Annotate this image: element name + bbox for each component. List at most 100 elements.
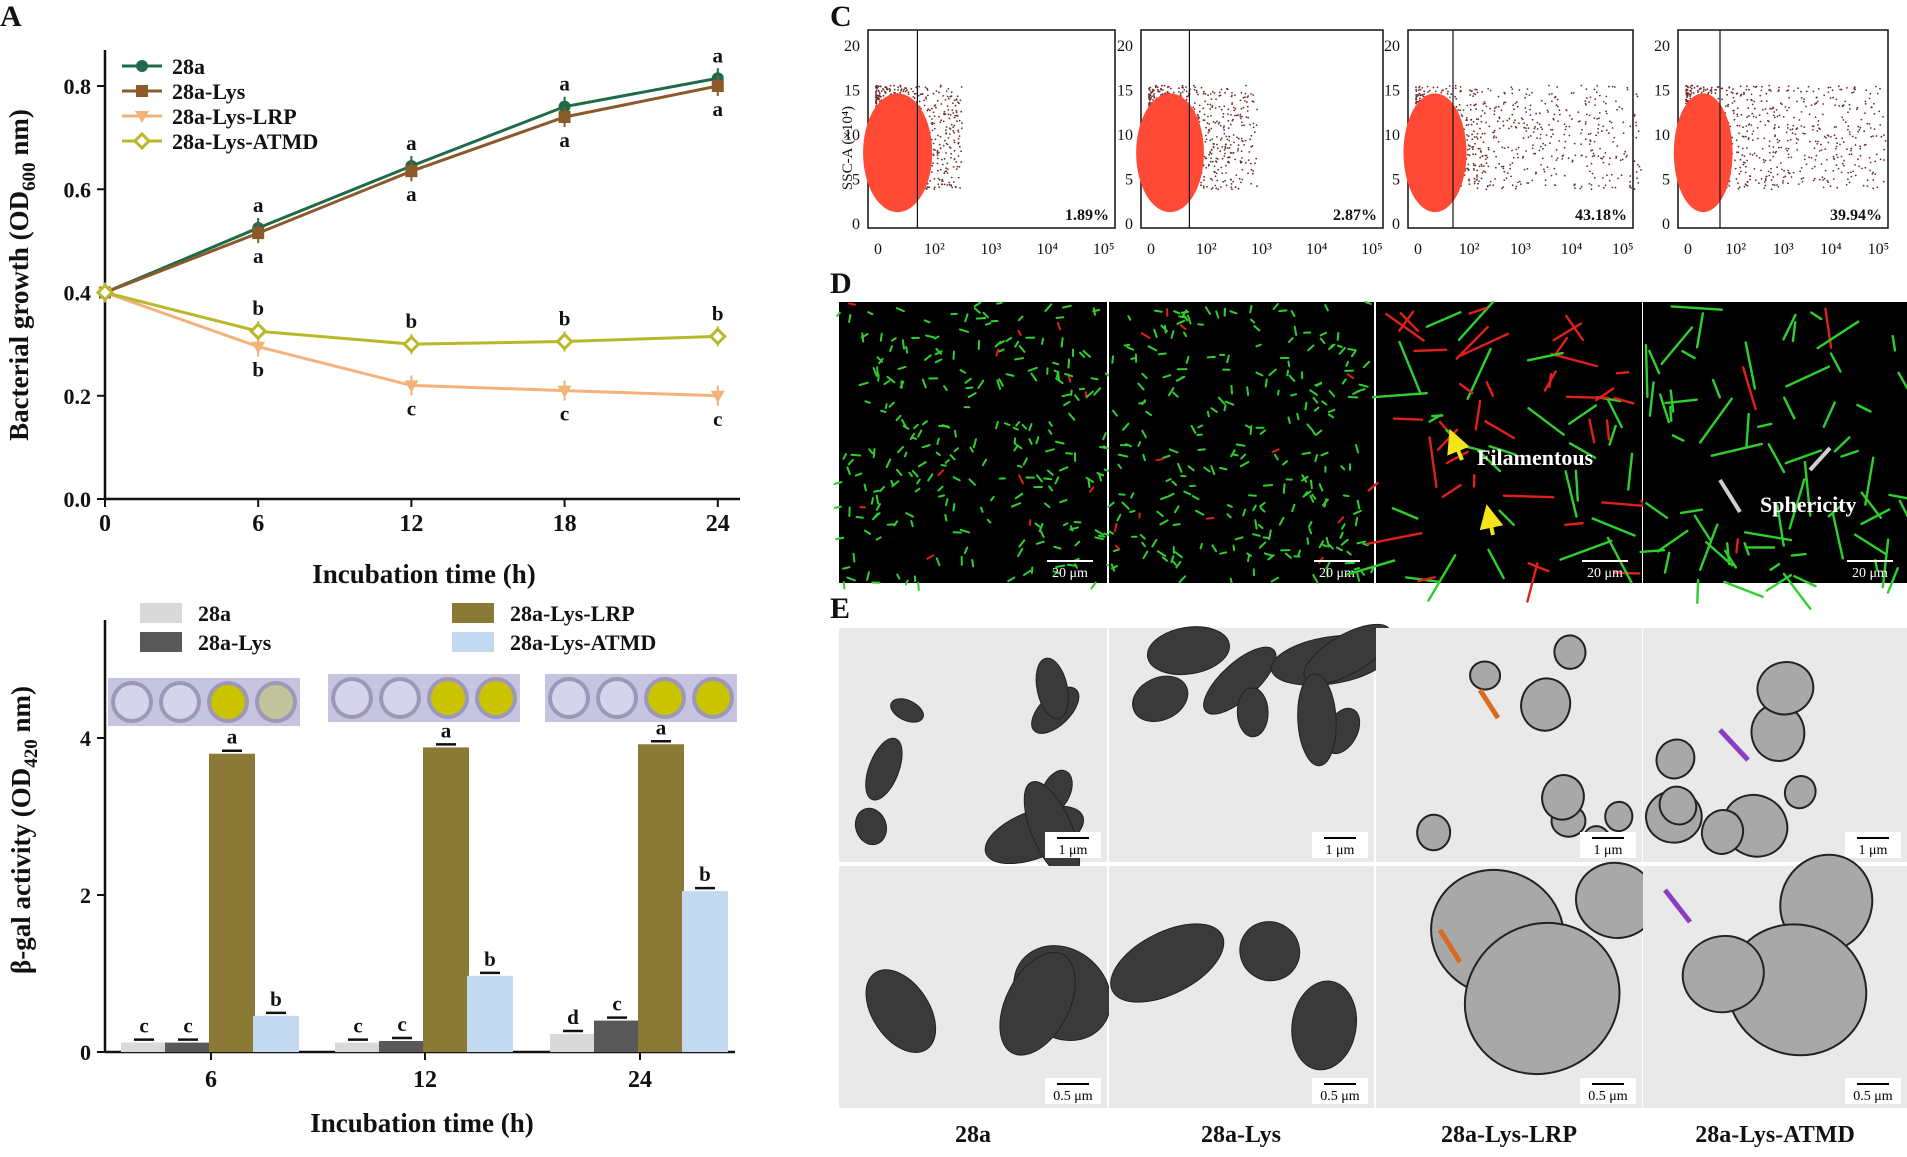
well: [259, 685, 293, 719]
flow-dot: [1787, 140, 1789, 142]
flow-dot: [1480, 164, 1482, 166]
legend-label: 28a-Lys-ATMD: [510, 630, 656, 655]
cell-mark: [1307, 538, 1308, 544]
flow-dot: [1574, 183, 1576, 185]
flow-dot: [1239, 178, 1241, 180]
flow-dot: [1843, 104, 1845, 106]
flow-dot: [1594, 117, 1596, 119]
flow-dot: [1231, 102, 1233, 104]
flow-dot: [1476, 118, 1478, 120]
flow-dot: [1571, 92, 1573, 94]
flow-dot: [1207, 104, 1209, 106]
flow-dot: [1151, 95, 1153, 97]
flow-dot: [1225, 136, 1227, 138]
flow-dot: [1640, 169, 1642, 171]
flow-dot: [1488, 166, 1490, 168]
flow-dot: [1591, 184, 1593, 186]
flow-dot: [959, 187, 961, 189]
flow-dot: [1808, 156, 1810, 158]
flow-dot: [1479, 165, 1481, 167]
flow-dot: [1797, 87, 1799, 89]
cell-profile: [1237, 688, 1269, 737]
flow-dot: [1240, 114, 1242, 116]
cell-mark: [939, 495, 944, 496]
flow-dot: [1482, 133, 1484, 135]
flow-dot: [1212, 161, 1214, 163]
flow-dot: [1228, 140, 1230, 142]
flow-dot: [1223, 155, 1225, 157]
flow-dot: [948, 114, 950, 116]
flow-dot: [1518, 147, 1520, 149]
flow-dot: [1728, 86, 1730, 88]
flow-dot: [1493, 137, 1495, 139]
flow-dot: [1879, 124, 1881, 126]
flow-dot: [1475, 94, 1477, 96]
flow-dot: [926, 186, 928, 188]
flow-dot: [1799, 170, 1801, 172]
flow-dot: [1486, 188, 1488, 190]
flow-dot: [1493, 135, 1495, 137]
flow-dot: [1801, 111, 1803, 113]
flow-dot: [1876, 186, 1878, 188]
flow-dot: [1706, 88, 1708, 90]
flow-y-tick: 15: [1384, 83, 1400, 100]
flow-dot: [1573, 92, 1575, 94]
flow-dot: [1216, 136, 1218, 138]
flow-dot: [957, 143, 959, 145]
flow-dot: [1565, 141, 1567, 143]
flow-dot: [1471, 134, 1473, 136]
flow-dot: [1749, 153, 1751, 155]
well: [479, 681, 513, 715]
flow-dot: [1599, 95, 1601, 97]
flow-dot: [1487, 157, 1489, 159]
cell-mark: [1208, 412, 1209, 417]
cell-mark: [1344, 495, 1349, 496]
flow-dot: [1623, 132, 1625, 134]
bar-y-tick-label: 4: [80, 726, 91, 751]
flow-dot: [1524, 107, 1526, 109]
flow-x-tick: 10³: [1773, 241, 1794, 258]
cell-mark: [881, 411, 885, 412]
well: [648, 681, 682, 715]
flow-dot: [1726, 90, 1728, 92]
flow-dot: [875, 87, 877, 89]
flow-dot: [1733, 112, 1735, 114]
flow-dot: [1236, 137, 1238, 139]
flow-dot: [949, 96, 951, 98]
flow-dot: [1605, 103, 1607, 105]
flow-dot: [1556, 104, 1558, 106]
flow-dot: [1241, 150, 1243, 152]
flow-dot: [1213, 121, 1215, 123]
flow-dot: [1504, 147, 1506, 149]
flow-dot: [886, 88, 888, 90]
flow-dot: [1227, 108, 1229, 110]
flow-dot: [1150, 98, 1152, 100]
flow-dot: [1745, 184, 1747, 186]
cell-mark: [972, 560, 973, 566]
flow-dot: [1466, 124, 1468, 126]
flow-dot: [940, 103, 942, 105]
flow-dot: [1780, 147, 1782, 149]
flow-dot: [1196, 90, 1198, 92]
flow-dot: [1777, 174, 1779, 176]
cell-mark: [1565, 523, 1582, 525]
flow-dot: [1605, 185, 1607, 187]
flow-dot: [1485, 158, 1487, 160]
flow-dot: [1502, 186, 1504, 188]
flow-dot: [1772, 146, 1774, 148]
flow-dot: [1547, 166, 1549, 168]
flow-dot: [1526, 182, 1528, 184]
flow-dot: [1590, 150, 1592, 152]
flow-dot: [1227, 147, 1229, 149]
flow-dot: [1230, 152, 1232, 154]
flow-dot: [1770, 172, 1772, 174]
flow-dot: [1616, 145, 1618, 147]
flow-dot: [1233, 152, 1235, 154]
flow-dot: [1697, 90, 1699, 92]
flow-dot: [1819, 179, 1821, 181]
flow-dot: [1420, 89, 1422, 91]
flow-dot: [1204, 156, 1206, 158]
flow-dot: [1838, 168, 1840, 170]
flow-dot: [1181, 87, 1183, 89]
